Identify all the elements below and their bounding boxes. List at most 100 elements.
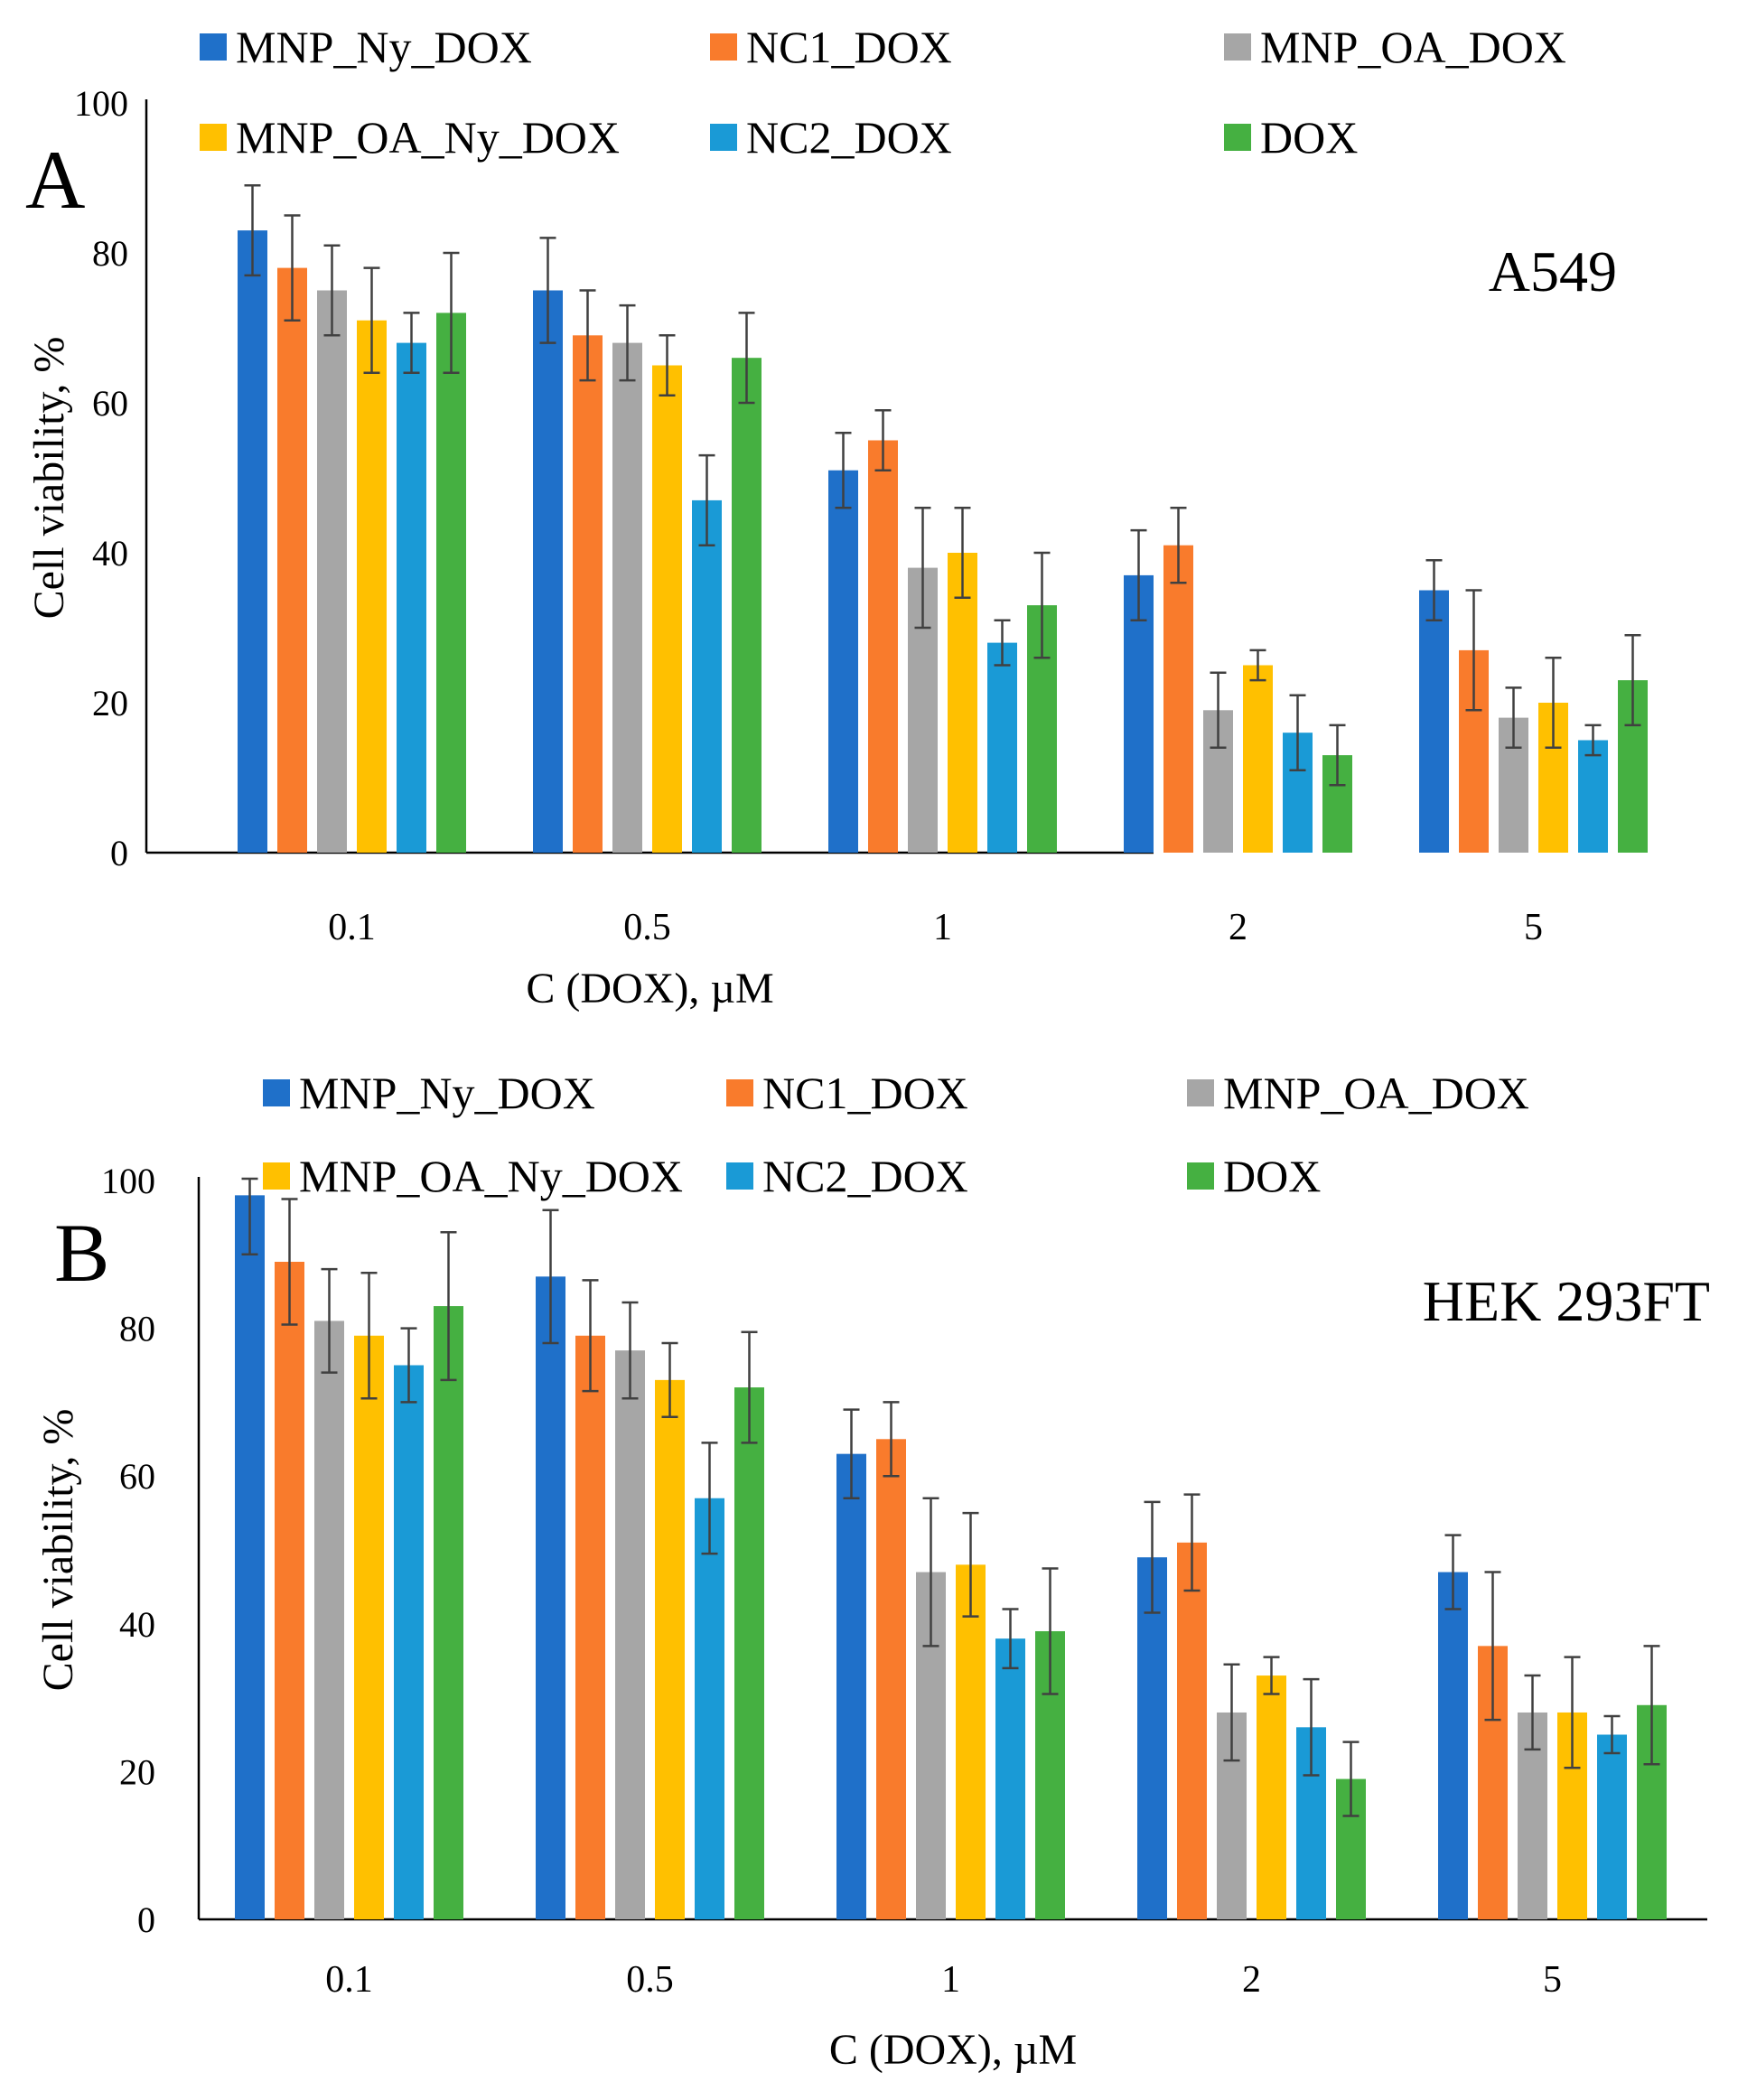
panel-b-y-tick-label: 100: [101, 1161, 155, 1201]
panel-a-error-bar: [1210, 671, 1227, 750]
panel-a-legend-label-dox: DOX: [1260, 112, 1358, 163]
panel-b-error-bar: [360, 1272, 378, 1400]
panel-a-legend-swatch-mnp-oa-dox: [1224, 33, 1251, 61]
panel-b-error-bar: [1342, 1741, 1360, 1817]
panel-a-error-bar: [874, 409, 892, 471]
panel-b-bar-mnp-ny-dox-0.1: [235, 1195, 265, 1919]
panel-b-error-bar: [281, 1198, 298, 1326]
panel-a-error-bar: [1545, 656, 1562, 750]
panel-a-error-bar: [443, 251, 460, 375]
panel-b-y-tick-label: 60: [119, 1456, 155, 1497]
panel-a-error-bar: [1465, 589, 1482, 712]
panel-a-legend-swatch-mnp-ny-dox: [200, 33, 227, 61]
panel-a-y-axis-title: Cell viability, %: [25, 337, 73, 620]
panel-b-legend-label-mnp-oa-ny-dox: MNP_OA_Ny_DOX: [299, 1151, 683, 1201]
panel-a-legend-label-nc1-dox: NC1_DOX: [746, 22, 952, 72]
panel-b-error-bar: [1144, 1500, 1161, 1614]
panel-b-y-tick-label: 40: [119, 1604, 155, 1645]
panel-b-error-bar: [922, 1497, 939, 1647]
panel-a-bar-nc1-dox-1: [868, 440, 898, 853]
panel-b-bar-mnp-oa-ny-dox-1: [956, 1564, 986, 1919]
panel-a-error-bar: [619, 303, 636, 382]
panel-b-chart: MNP_Ny_DOX NC1_DOX MNP_OA_DOX MNP_OA_Ny_DOX…: [34, 1068, 1710, 2074]
panel-a-error-bar: [954, 506, 971, 600]
panel-a-letter: A: [25, 134, 85, 226]
panel-a-error-bar: [363, 266, 380, 375]
panel-b-legend-label-mnp-ny-dox: MNP_Ny_DOX: [299, 1068, 595, 1118]
panel-b-legend-label-dox: DOX: [1223, 1151, 1321, 1201]
panel-a-legend-label-mnp-oa-ny-dox: MNP_OA_Ny_DOX: [236, 112, 620, 163]
panel-b-x-tick-label: 5: [1543, 1959, 1562, 2001]
panel-a-error-bar: [1505, 686, 1522, 750]
panel-b-error-bar: [1603, 1714, 1621, 1755]
panel-a-x-tick-label: 2: [1229, 907, 1247, 948]
panel-b-error-bar: [1564, 1656, 1581, 1769]
panel-a-error-bar: [994, 619, 1011, 667]
panel-b-error-bar: [1002, 1608, 1019, 1670]
panel-b-x-tick-label: 1: [941, 1959, 960, 2001]
panel-b-x-tick-label: 0.1: [325, 1959, 373, 2001]
panel-b-bar-nc2-dox-1: [995, 1638, 1025, 1919]
panel-a-legend-swatch-mnp-oa-ny-dox: [200, 124, 227, 151]
panel-b-bar-mnp-ny-dox-5: [1438, 1572, 1468, 1919]
panel-a-y-tick-label: 80: [92, 233, 128, 274]
panel-a-legend-swatch-nc1-dox: [710, 33, 737, 61]
panel-b-bar-dox-0.1: [434, 1306, 463, 1919]
panel-b-error-bar: [1484, 1571, 1501, 1722]
panel-b-bar-mnp-ny-dox-2: [1137, 1557, 1167, 1919]
panel-b-bar-nc2-dox-0.1: [394, 1365, 424, 1919]
panel-b-error-bar: [661, 1341, 678, 1419]
panel-b-legend-label-nc1-dox: NC1_DOX: [762, 1068, 968, 1118]
panel-b-legend-swatch-mnp-ny-dox: [263, 1079, 290, 1106]
panel-a-bar-dox-0.5: [732, 358, 762, 853]
panel-a-bar-nc2-dox-0.1: [397, 342, 426, 854]
panel-a-chart: MNP_Ny_DOX NC1_DOX MNP_OA_DOX MNP_OA_Ny_DOX…: [25, 22, 1648, 1013]
panel-b-bar-nc2-dox-5: [1597, 1734, 1627, 1919]
panel-b-letter: B: [54, 1207, 109, 1299]
panel-a-bar-mnp-ny-dox-2: [1124, 574, 1154, 853]
panel-a-error-bar: [1624, 634, 1641, 727]
panel-b-y-tick-label: 20: [119, 1751, 155, 1792]
panel-a-bar-nc1-dox-0.1: [277, 267, 307, 854]
panel-b-error-bar: [321, 1267, 338, 1374]
panel-b-legend-label-nc2-dox: NC2_DOX: [762, 1151, 968, 1201]
panel-a-bar-mnp-oa-ny-dox-0.5: [652, 365, 682, 853]
panel-b-error-bar: [962, 1511, 979, 1618]
panel-b-error-bar: [1524, 1674, 1541, 1751]
panel-a-error-bar: [1329, 723, 1346, 787]
panel-a-bar-nc1-dox-0.5: [573, 335, 603, 853]
panel-b-bar-nc1-dox-0.5: [575, 1335, 605, 1919]
panel-b-error-bar: [542, 1209, 559, 1345]
panel-a-error-bar: [403, 312, 420, 375]
panel-a-bar-mnp-oa-ny-dox-0.1: [357, 320, 387, 853]
panel-b-y-axis-title: Cell viability, %: [34, 1409, 82, 1692]
panel-a-y-tick-label: 100: [74, 83, 128, 124]
panel-b-error-bar: [621, 1301, 639, 1400]
panel-a-error-bar: [659, 334, 676, 397]
panel-a-y-tick-label: 60: [92, 383, 128, 424]
panel-b-x-tick-label: 2: [1242, 1959, 1261, 2001]
panel-a-error-bar: [1130, 528, 1147, 621]
panel-a-error-bar: [1249, 649, 1266, 682]
panel-a-cell-line-label: A549: [1489, 239, 1617, 303]
panel-a-y-tick-label: 20: [92, 683, 128, 723]
panel-b-error-bar: [1263, 1656, 1280, 1695]
panel-a-bar-mnp-ny-dox-0.5: [533, 290, 563, 853]
panel-b-bar-mnp-oa-dox-0.1: [314, 1321, 344, 1919]
panel-a-bar-mnp-ny-dox-0.1: [238, 230, 267, 854]
panel-b-error-bar: [843, 1408, 860, 1499]
panel-b-error-bar: [701, 1442, 718, 1555]
panel-a-bar-nc1-dox-2: [1163, 545, 1193, 853]
panel-b-error-bar: [241, 1177, 258, 1256]
panel-b-error-bar: [883, 1401, 900, 1478]
panel-b-bar-nc1-dox-0.1: [275, 1261, 304, 1919]
panel-b-error-bar: [1183, 1493, 1201, 1592]
panel-b-error-bar: [400, 1327, 417, 1404]
panel-b-error-bar: [1643, 1645, 1660, 1766]
panel-b-error-bar: [440, 1231, 457, 1382]
panel-a-bar-mnp-ny-dox-5: [1419, 590, 1449, 853]
panel-a-bar-nc2-dox-1: [987, 642, 1017, 853]
panel-b-error-bar: [1444, 1534, 1462, 1610]
panel-a-error-bar: [579, 289, 596, 382]
